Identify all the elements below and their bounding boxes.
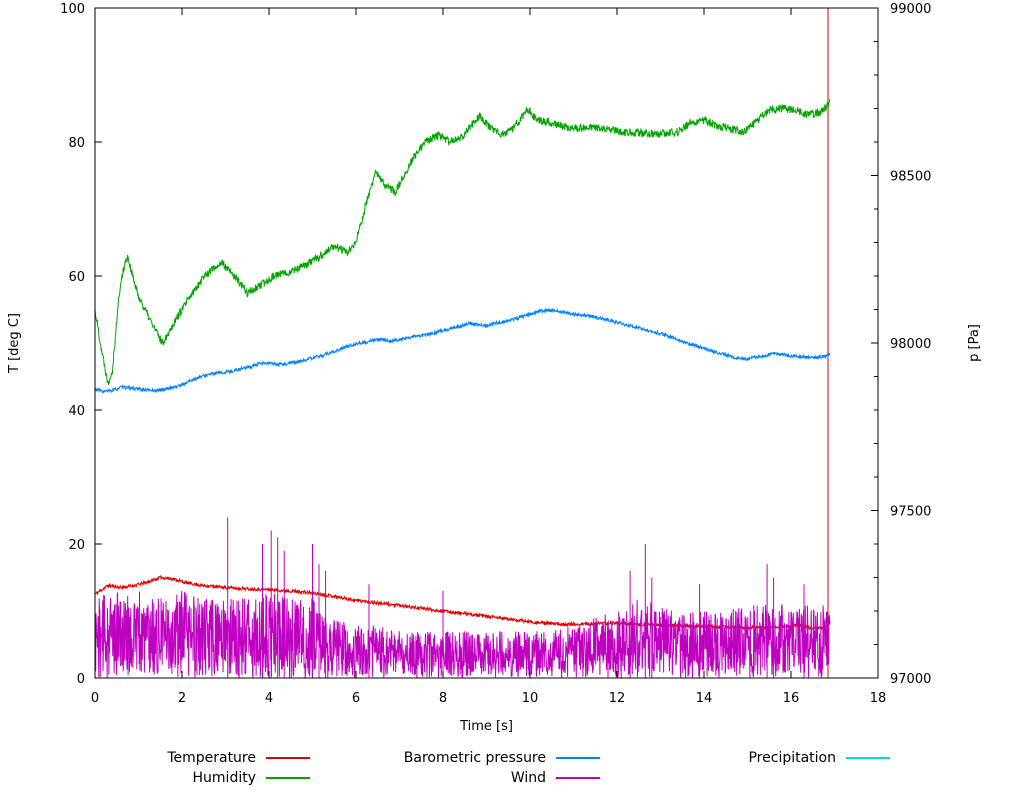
y-right-tick-label: 97000: [890, 672, 931, 687]
x-tick-label: 12: [609, 691, 626, 706]
legend-label: Precipitation: [748, 750, 836, 766]
y-right-tick-label: 97500: [890, 505, 931, 520]
x-tick-label: 18: [870, 691, 887, 706]
x-axis-title: Time [s]: [459, 719, 513, 734]
y-left-axis-title: T [deg C]: [7, 313, 22, 374]
legend-label: Humidity: [192, 770, 256, 786]
x-tick-label: 4: [265, 691, 273, 706]
y-left-tick-label: 20: [68, 538, 85, 553]
legend-label: Barometric pressure: [403, 750, 546, 766]
legend-line-swatch: [266, 757, 310, 759]
y-right-axis-title: p [Pa]: [967, 324, 982, 362]
legend-item-wind: Wind: [310, 768, 600, 788]
y-left-tick-label: 40: [68, 404, 85, 419]
series-humidity: [94, 98, 831, 386]
x-tick-label: 2: [178, 691, 186, 706]
plot-border: [94, 7, 879, 679]
x-tick-label: 0: [91, 691, 99, 706]
legend-row: Humidity Wind: [20, 768, 920, 788]
x-tick-label: 14: [696, 691, 713, 706]
y-right-tick-label: 99000: [890, 2, 931, 17]
legend-item-humidity: Humidity: [20, 768, 310, 788]
legend-line-swatch: [846, 757, 890, 759]
y-left-tick-label: 0: [77, 672, 85, 687]
legend-item-barometric-pressure: Barometric pressure: [310, 748, 600, 768]
x-tick-label: 8: [439, 691, 447, 706]
legend-row: Temperature Barometric pressure Precipitat…: [20, 748, 920, 768]
legend-item-temperature: Temperature: [20, 748, 310, 768]
legend-line-swatch: [266, 777, 310, 779]
legend-label: Temperature: [167, 750, 256, 766]
series-barometric-pressure: [94, 307, 831, 394]
legend-line-swatch: [556, 777, 600, 779]
y-right-tick-label: 98500: [890, 170, 931, 185]
legend-label: Wind: [510, 770, 546, 786]
x-tick-label: 6: [352, 691, 360, 706]
y-left-tick-label: 80: [68, 136, 85, 151]
x-tick-label: 10: [522, 691, 539, 706]
y-right-tick-label: 98000: [890, 337, 931, 352]
series-wind: [94, 591, 831, 679]
legend: Temperature Barometric pressure Precipitat…: [20, 748, 920, 788]
y-left-tick-label: 100: [60, 2, 85, 17]
legend-item-precipitation: Precipitation: [600, 748, 890, 768]
legend-line-swatch: [556, 757, 600, 759]
y-left-tick-label: 60: [68, 270, 85, 285]
x-tick-label: 16: [783, 691, 800, 706]
